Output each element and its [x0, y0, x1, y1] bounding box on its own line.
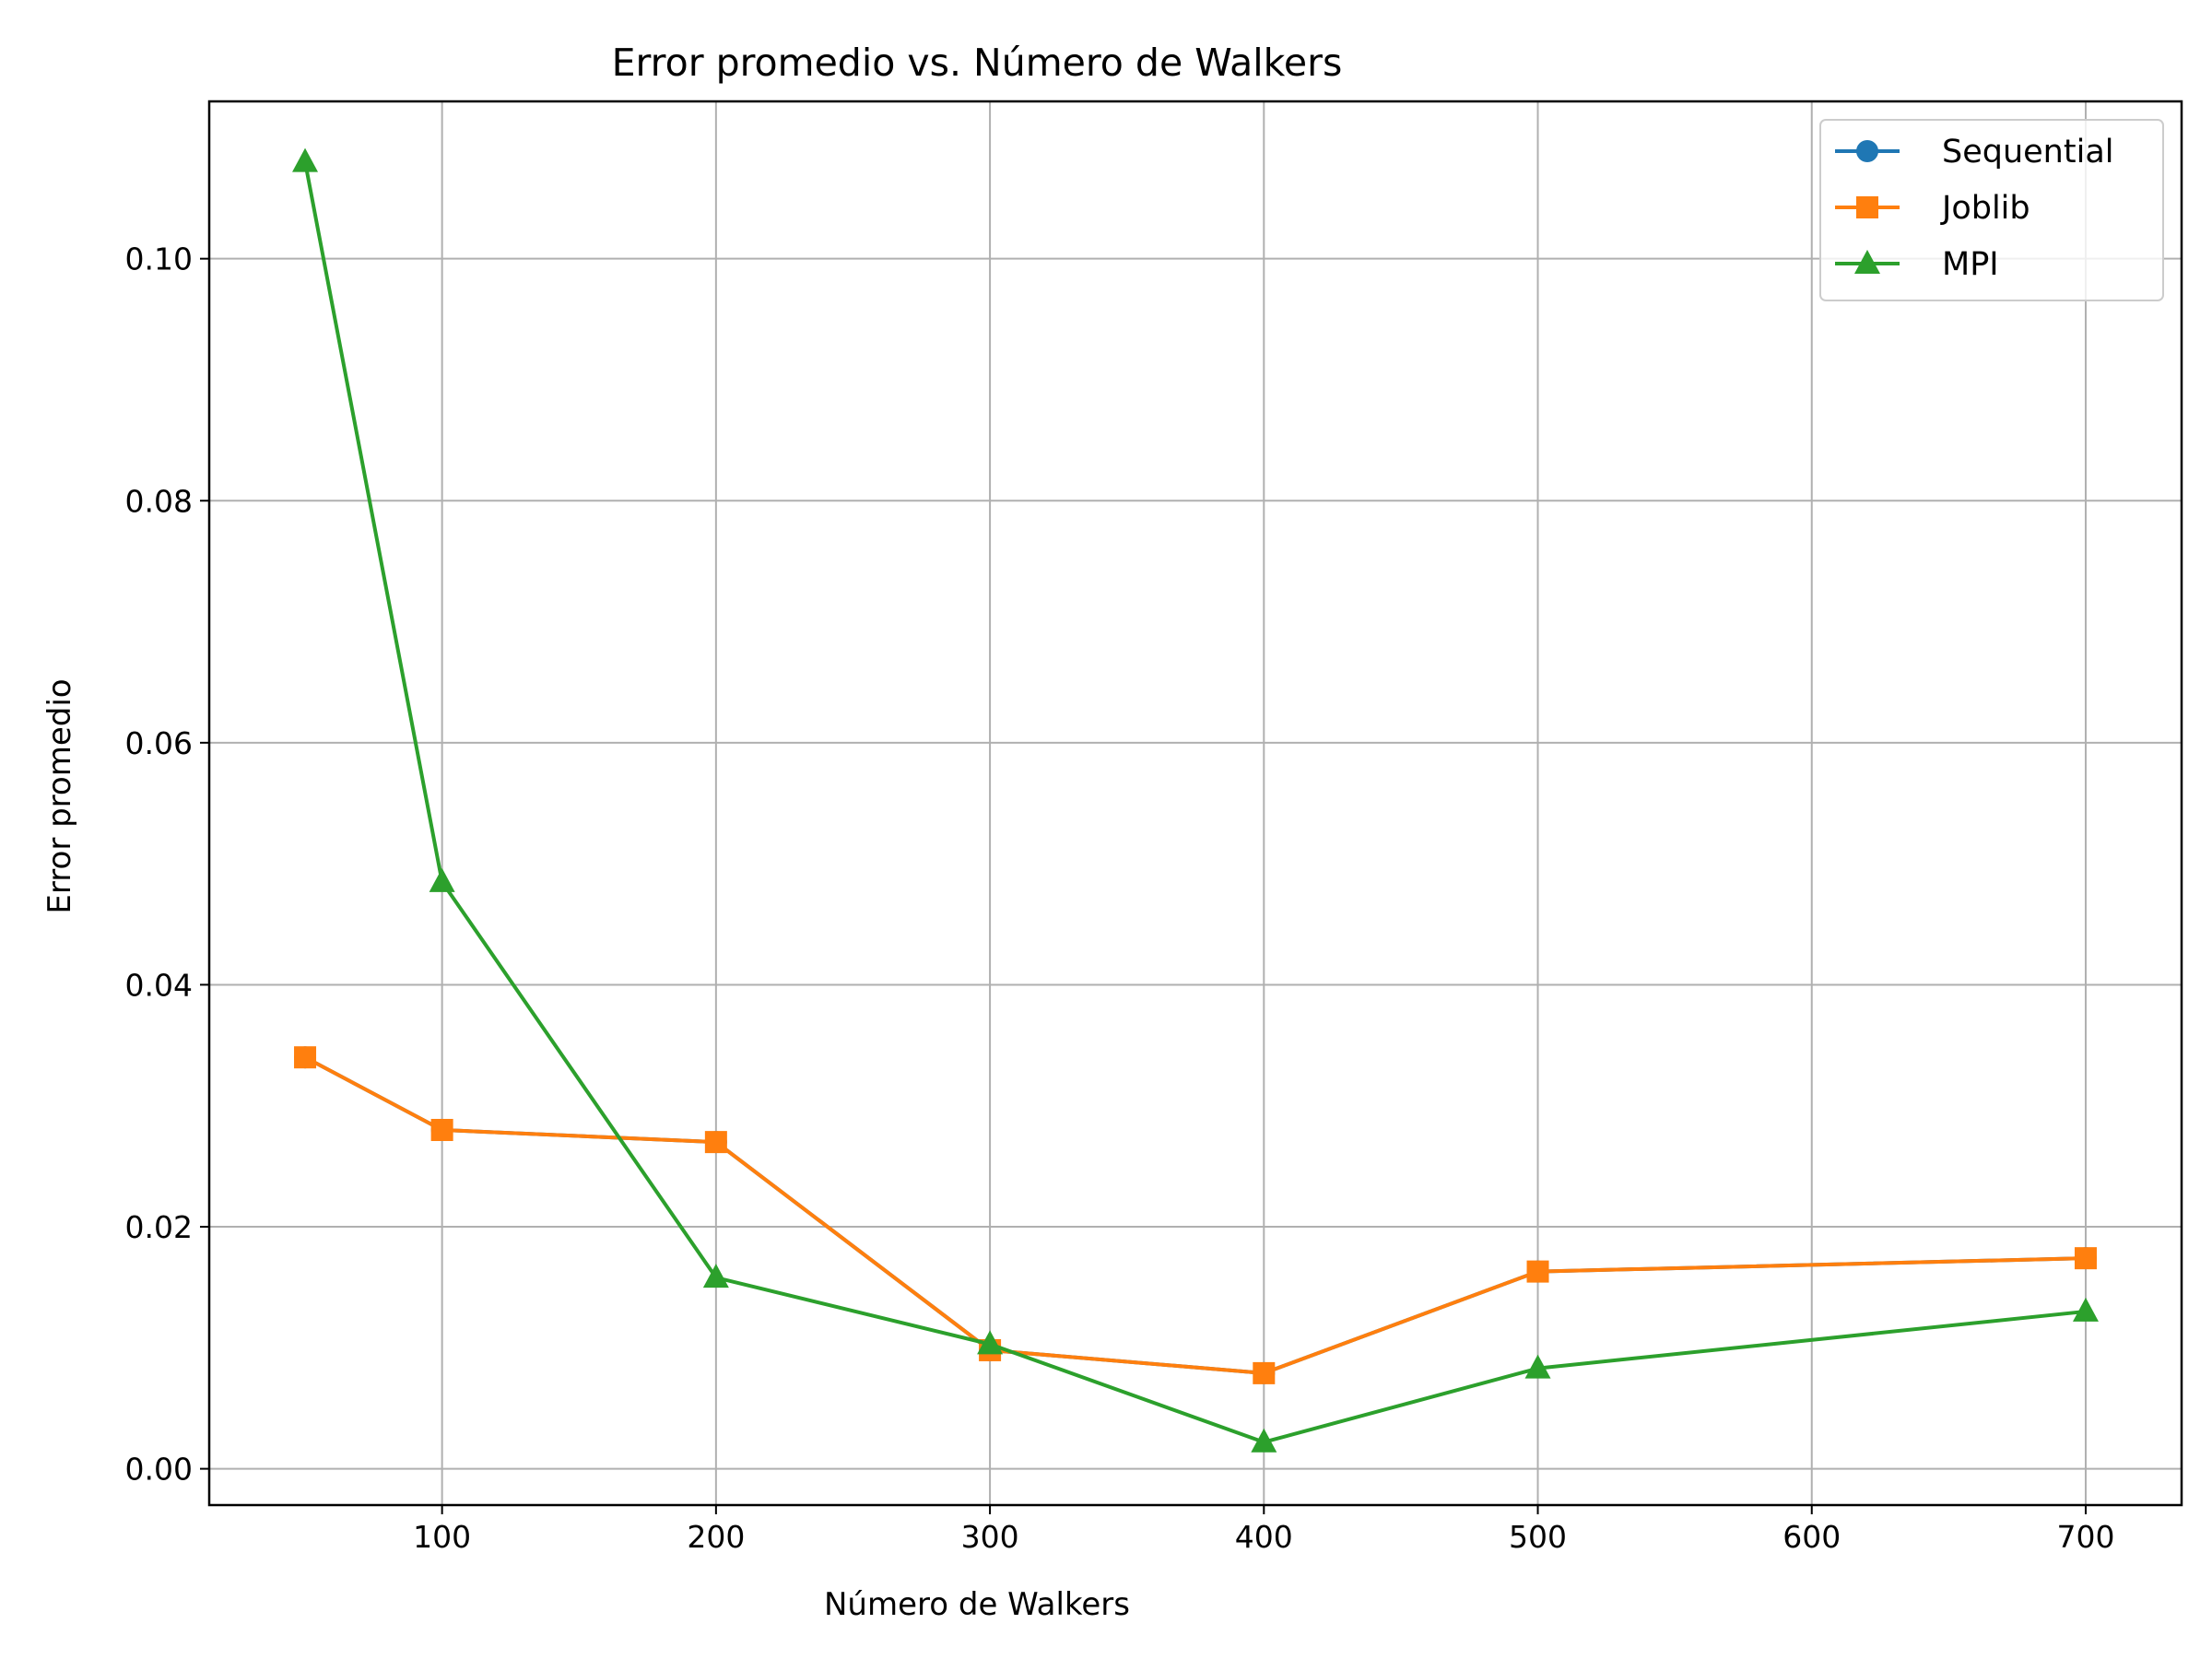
y-tick-label: 0.08 [125, 483, 193, 519]
x-tick-label: 400 [1235, 1519, 1293, 1555]
series-line-mpi [303, 161, 2087, 1444]
data-point-mpi [1251, 1428, 1277, 1453]
legend-label: Joblib [1940, 190, 2030, 227]
legend-box [1819, 119, 2164, 301]
x-tick-label: 700 [2056, 1519, 2114, 1555]
legend: Sequential Joblib MPI [1819, 119, 2164, 301]
legend-item-joblib: Joblib [1835, 190, 2030, 227]
y-axis-title: Error promedio [41, 678, 78, 913]
x-tick-label: 600 [1783, 1519, 1841, 1555]
chart-title: Error promedio vs. Número de Walkers [612, 41, 1343, 85]
data-point-mpi [429, 867, 455, 892]
data-point-mpi [702, 1264, 729, 1288]
x-tick-label: 100 [413, 1519, 471, 1555]
plot-frame [207, 100, 2183, 1507]
series-layer [292, 147, 2099, 1453]
x-axis-title: Número de Walkers [824, 1586, 1130, 1623]
data-point-joblib [1526, 1260, 1549, 1283]
series-line-sequential [304, 1055, 2087, 1375]
data-point-joblib [430, 1118, 453, 1141]
y-tick-label: 0.02 [125, 1209, 193, 1245]
legend-marker [1856, 196, 1878, 218]
legend-item-mpi: MPI [1835, 246, 1999, 283]
data-point-mpi [292, 147, 319, 172]
data-point-mpi [977, 1330, 1004, 1355]
legend-marker [1854, 250, 1880, 274]
legend-item-sequential: Sequential [1835, 134, 2113, 171]
data-point-joblib [1253, 1361, 1276, 1384]
y-tick-label: 0.10 [125, 241, 193, 277]
series-mpi [292, 147, 2099, 1453]
legend-label: Sequential [1942, 134, 2113, 171]
series-sequential [294, 1046, 2097, 1384]
y-tick-label: 0.06 [125, 725, 193, 761]
data-point-mpi [1524, 1354, 1551, 1379]
x-tick-label: 200 [687, 1519, 745, 1555]
y-tick-label: 0.00 [125, 1452, 193, 1488]
legend-marker [1856, 140, 1878, 162]
grid [209, 101, 2182, 1505]
x-tick-label: 500 [1509, 1519, 1567, 1555]
data-point-joblib [704, 1131, 727, 1154]
y-tick-label: 0.04 [125, 967, 193, 1003]
data-point-joblib [2074, 1247, 2097, 1270]
data-point-joblib [294, 1046, 317, 1069]
axis-ticks: 100 200 300 400 500 600 700 0.00 0.02 0.04 0.06 0.0… [125, 241, 2115, 1555]
series-line-joblib [304, 1055, 2087, 1375]
data-point-mpi [2072, 1297, 2099, 1322]
x-tick-label: 300 [961, 1519, 1019, 1555]
legend-label: MPI [1942, 246, 1999, 283]
series-joblib [294, 1046, 2097, 1384]
